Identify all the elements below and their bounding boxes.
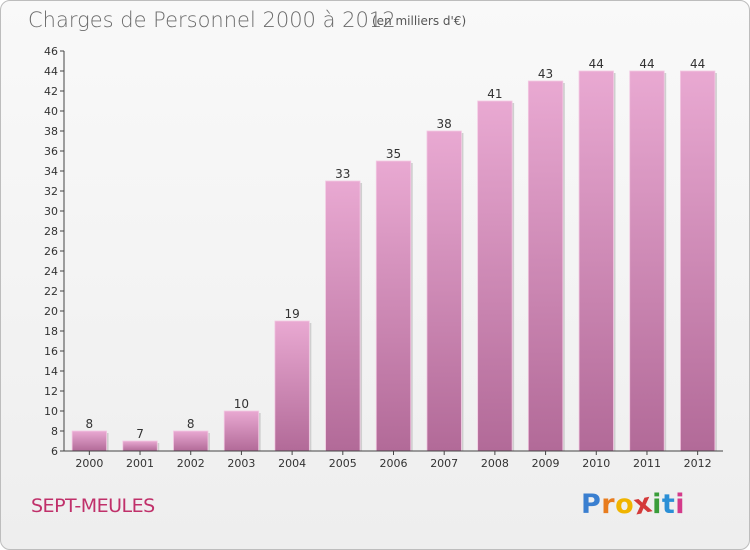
bar-2004[interactable]: [274, 320, 310, 452]
chart-unit: (en milliers d'€): [372, 14, 467, 28]
x-tick-label: 2006: [380, 457, 408, 470]
y-tick-label: 46: [44, 45, 58, 58]
bar-2011[interactable]: [629, 70, 665, 452]
bar-value-label: 41: [487, 87, 502, 101]
bar-value-label: 44: [589, 57, 604, 71]
commune-name: SEPT-MEULES: [31, 495, 155, 517]
x-tick-label: 2001: [126, 457, 154, 470]
x-tick-label: 2011: [633, 457, 661, 470]
x-tick-label: 2012: [684, 457, 712, 470]
y-tick-label: 24: [44, 265, 58, 278]
bar-2000[interactable]: [71, 430, 107, 452]
y-tick-label: 20: [44, 305, 58, 318]
logo-letter: P: [581, 489, 602, 520]
proxiti-logo[interactable]: Proxiti: [581, 487, 686, 521]
y-tick-label: 28: [44, 225, 58, 238]
bar-value-label: 7: [136, 427, 144, 441]
bar-value-label: 33: [335, 167, 350, 181]
bar-2009[interactable]: [527, 80, 564, 452]
x-tick-label: 2008: [481, 457, 509, 470]
logo-letter: i: [652, 489, 662, 520]
x-tick-label: 2005: [329, 457, 357, 470]
bar-value-label: 10: [234, 397, 249, 411]
logo-letter: i: [675, 489, 686, 520]
bar-value-label: 35: [386, 147, 401, 161]
bar-2003[interactable]: [223, 410, 260, 452]
chart-title: Charges de Personnel 2000 à 2012: [28, 8, 396, 32]
bar-value-label: 8: [86, 417, 94, 431]
y-tick-label: 42: [44, 85, 58, 98]
bar-value-label: 43: [538, 67, 553, 81]
x-tick-label: 2003: [227, 457, 255, 470]
y-tick-label: 36: [44, 145, 58, 158]
bar-2001[interactable]: [122, 440, 158, 452]
y-tick-label: 8: [51, 425, 58, 438]
y-tick-label: 30: [44, 205, 58, 218]
bar-2002[interactable]: [173, 430, 209, 452]
x-tick-label: 2002: [177, 457, 205, 470]
y-tick-label: 10: [44, 405, 58, 418]
bar-2006[interactable]: [375, 160, 412, 452]
logo-letter: r: [601, 489, 616, 520]
y-tick-label: 32: [44, 185, 58, 198]
bars: 8 7 8 10 19 33 35 38 41 43 44 44 44: [71, 57, 717, 452]
y-tick-label: 18: [44, 325, 58, 338]
y-tick-label: 34: [44, 165, 58, 178]
bar-value-label: 38: [437, 117, 452, 131]
x-tick-label: 2004: [278, 457, 306, 470]
x-axis: 2000 2001 2002 2003 2004 2005 2006 2007 2008 2009…: [64, 450, 723, 470]
logo-letter: t: [661, 489, 676, 520]
bar-value-label: 19: [284, 307, 299, 321]
y-tick-label: 38: [44, 125, 58, 138]
bar-2012[interactable]: [680, 70, 716, 452]
y-tick-label: 14: [44, 365, 58, 378]
bar-2007[interactable]: [426, 130, 462, 452]
y-tick-label: 16: [44, 345, 58, 358]
y-tick-label: 6: [51, 445, 58, 458]
y-tick-label: 12: [44, 385, 58, 398]
y-axis: 6 8 10 12 14 16 18 20 22 24 26 28 30 32 34 36 38 40 42 44 46: [44, 45, 65, 458]
y-tick-label: 44: [44, 65, 58, 78]
bar-2010[interactable]: [578, 70, 614, 452]
bar-value-label: 44: [690, 57, 705, 71]
bar-value-label: 44: [639, 57, 654, 71]
bar-2008[interactable]: [477, 100, 513, 452]
x-tick-label: 2007: [430, 457, 458, 470]
y-tick-label: 26: [44, 245, 58, 258]
bar-2005[interactable]: [325, 180, 361, 452]
y-tick-label: 40: [44, 105, 58, 118]
x-tick-label: 2009: [532, 457, 560, 470]
x-tick-label: 2000: [75, 457, 103, 470]
bar-value-label: 8: [187, 417, 195, 431]
y-tick-label: 22: [44, 285, 58, 298]
logo-letter: o: [615, 489, 635, 520]
x-tick-label: 2010: [582, 457, 610, 470]
